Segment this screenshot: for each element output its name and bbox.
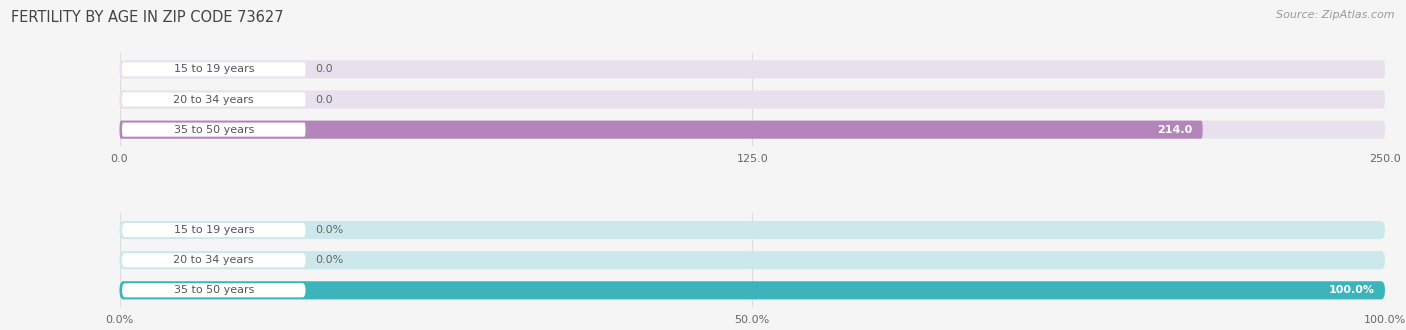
Text: 0.0%: 0.0% (316, 225, 344, 235)
FancyBboxPatch shape (120, 221, 1385, 239)
Text: 100.0%: 100.0% (1329, 285, 1375, 295)
FancyBboxPatch shape (122, 62, 305, 77)
Text: 35 to 50 years: 35 to 50 years (173, 285, 254, 295)
FancyBboxPatch shape (122, 92, 305, 107)
Text: FERTILITY BY AGE IN ZIP CODE 73627: FERTILITY BY AGE IN ZIP CODE 73627 (11, 10, 284, 25)
FancyBboxPatch shape (122, 223, 305, 237)
FancyBboxPatch shape (122, 253, 305, 267)
Text: Source: ZipAtlas.com: Source: ZipAtlas.com (1277, 10, 1395, 20)
Text: 15 to 19 years: 15 to 19 years (173, 64, 254, 74)
FancyBboxPatch shape (120, 120, 1385, 139)
FancyBboxPatch shape (122, 283, 305, 297)
Text: 0.0%: 0.0% (316, 255, 344, 265)
Text: 20 to 34 years: 20 to 34 years (173, 94, 254, 105)
Text: 214.0: 214.0 (1157, 125, 1192, 135)
FancyBboxPatch shape (120, 120, 1202, 139)
FancyBboxPatch shape (120, 90, 1385, 109)
Text: 15 to 19 years: 15 to 19 years (173, 225, 254, 235)
Text: 0.0: 0.0 (315, 64, 333, 74)
FancyBboxPatch shape (120, 251, 1385, 269)
Text: 35 to 50 years: 35 to 50 years (173, 125, 254, 135)
FancyBboxPatch shape (122, 122, 305, 137)
Text: 20 to 34 years: 20 to 34 years (173, 255, 254, 265)
FancyBboxPatch shape (120, 281, 1385, 299)
Text: 0.0: 0.0 (315, 94, 333, 105)
FancyBboxPatch shape (120, 60, 1385, 79)
FancyBboxPatch shape (120, 281, 1385, 299)
